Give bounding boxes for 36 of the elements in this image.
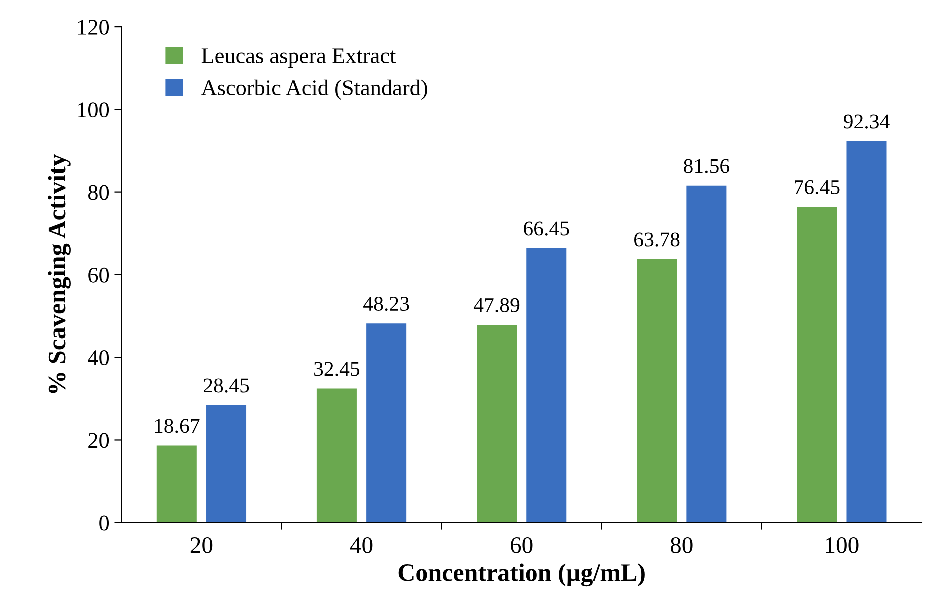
bar [846,141,887,523]
y-tick-label: 20 [88,433,110,448]
y-axis-title: % Scavenging Activity [48,154,71,394]
legend-label: Ascorbic Acid (Standard) [201,80,428,100]
y-tick-label: 40 [88,350,110,366]
y-tick-label: 80 [88,185,110,200]
bar [206,405,247,523]
data-label: 81.56 [684,159,730,174]
data-label: 76.45 [795,180,840,195]
x-axis-title: Concentration (µg/mL) [398,564,645,587]
bar [477,324,518,523]
bar [316,388,357,523]
bar [526,248,567,523]
data-label: 18.67 [155,419,200,434]
y-tick-label: 0 [100,516,110,531]
data-label: 48.23 [364,296,410,312]
bar [637,259,678,523]
y-tick-label: 120 [78,20,110,35]
x-tick-label: 20 [190,537,213,554]
data-label: 47.89 [474,298,520,313]
bar [686,186,727,523]
y-tick-label: 100 [78,102,110,118]
data-label: 28.45 [204,378,250,393]
x-tick-label: 40 [350,537,373,554]
bar [156,446,197,523]
legend-label: Leucas aspera Extract [202,48,396,68]
x-tick-label: 80 [670,537,693,554]
y-tick-label: 60 [88,268,110,283]
data-label: 66.45 [524,222,570,236]
data-label: 32.45 [314,362,360,376]
x-tick-label: 60 [511,537,533,554]
data-label: 63.78 [634,232,680,247]
bar [797,206,838,523]
data-label: 92.34 [844,114,890,129]
x-tick-label: 100 [826,537,859,554]
bar [366,324,407,523]
